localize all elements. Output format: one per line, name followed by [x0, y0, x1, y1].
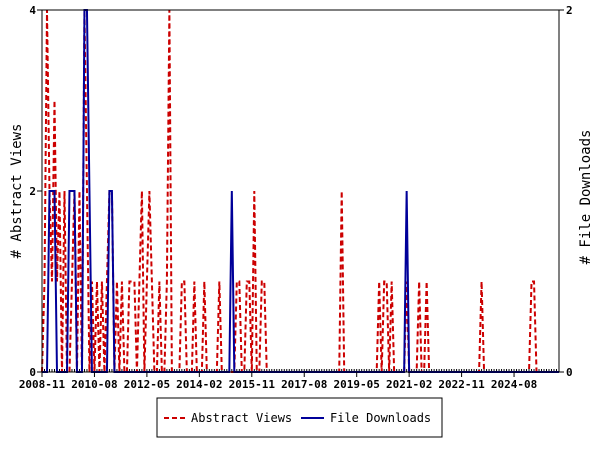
- y-right-tick-label: 2: [566, 4, 573, 17]
- series-line-abstract-views: [41, 9, 559, 373]
- y-axis-left-title: # Abstract Views: [9, 124, 25, 259]
- x-tick-label: 2008-11: [19, 378, 66, 391]
- legend-label-abstract-views: Abstract Views: [191, 411, 292, 425]
- x-tick-label: 2017-08: [281, 378, 327, 391]
- legend: Abstract Views File Downloads: [156, 397, 443, 438]
- y-axis-right-title: # File Downloads: [578, 130, 594, 265]
- x-tick-label: 2021-02: [386, 378, 432, 391]
- series-layer: [41, 9, 559, 373]
- legend-label-file-downloads: File Downloads: [330, 411, 431, 425]
- x-tick-label: 2022-11: [438, 378, 485, 391]
- ticks-layer: 2008-11 2010-08 2012-05 2014-02 2015-11 2017-…: [19, 4, 573, 391]
- x-tick-label: 2014-02: [176, 378, 222, 391]
- x-tick-label: 2019-05: [334, 378, 380, 391]
- y-left-tick-label: 2: [29, 185, 36, 198]
- x-tick-label: 2012-05: [124, 378, 170, 391]
- y-right-tick-label: 0: [566, 366, 573, 379]
- y-left-tick-label: 4: [29, 4, 36, 17]
- x-tick-label: 2015-11: [229, 378, 276, 391]
- legend-box: [156, 397, 443, 438]
- x-tick-label: 2010-08: [71, 378, 117, 391]
- x-tick-label: 2024-08: [491, 378, 537, 391]
- y-left-tick-label: 0: [29, 366, 36, 379]
